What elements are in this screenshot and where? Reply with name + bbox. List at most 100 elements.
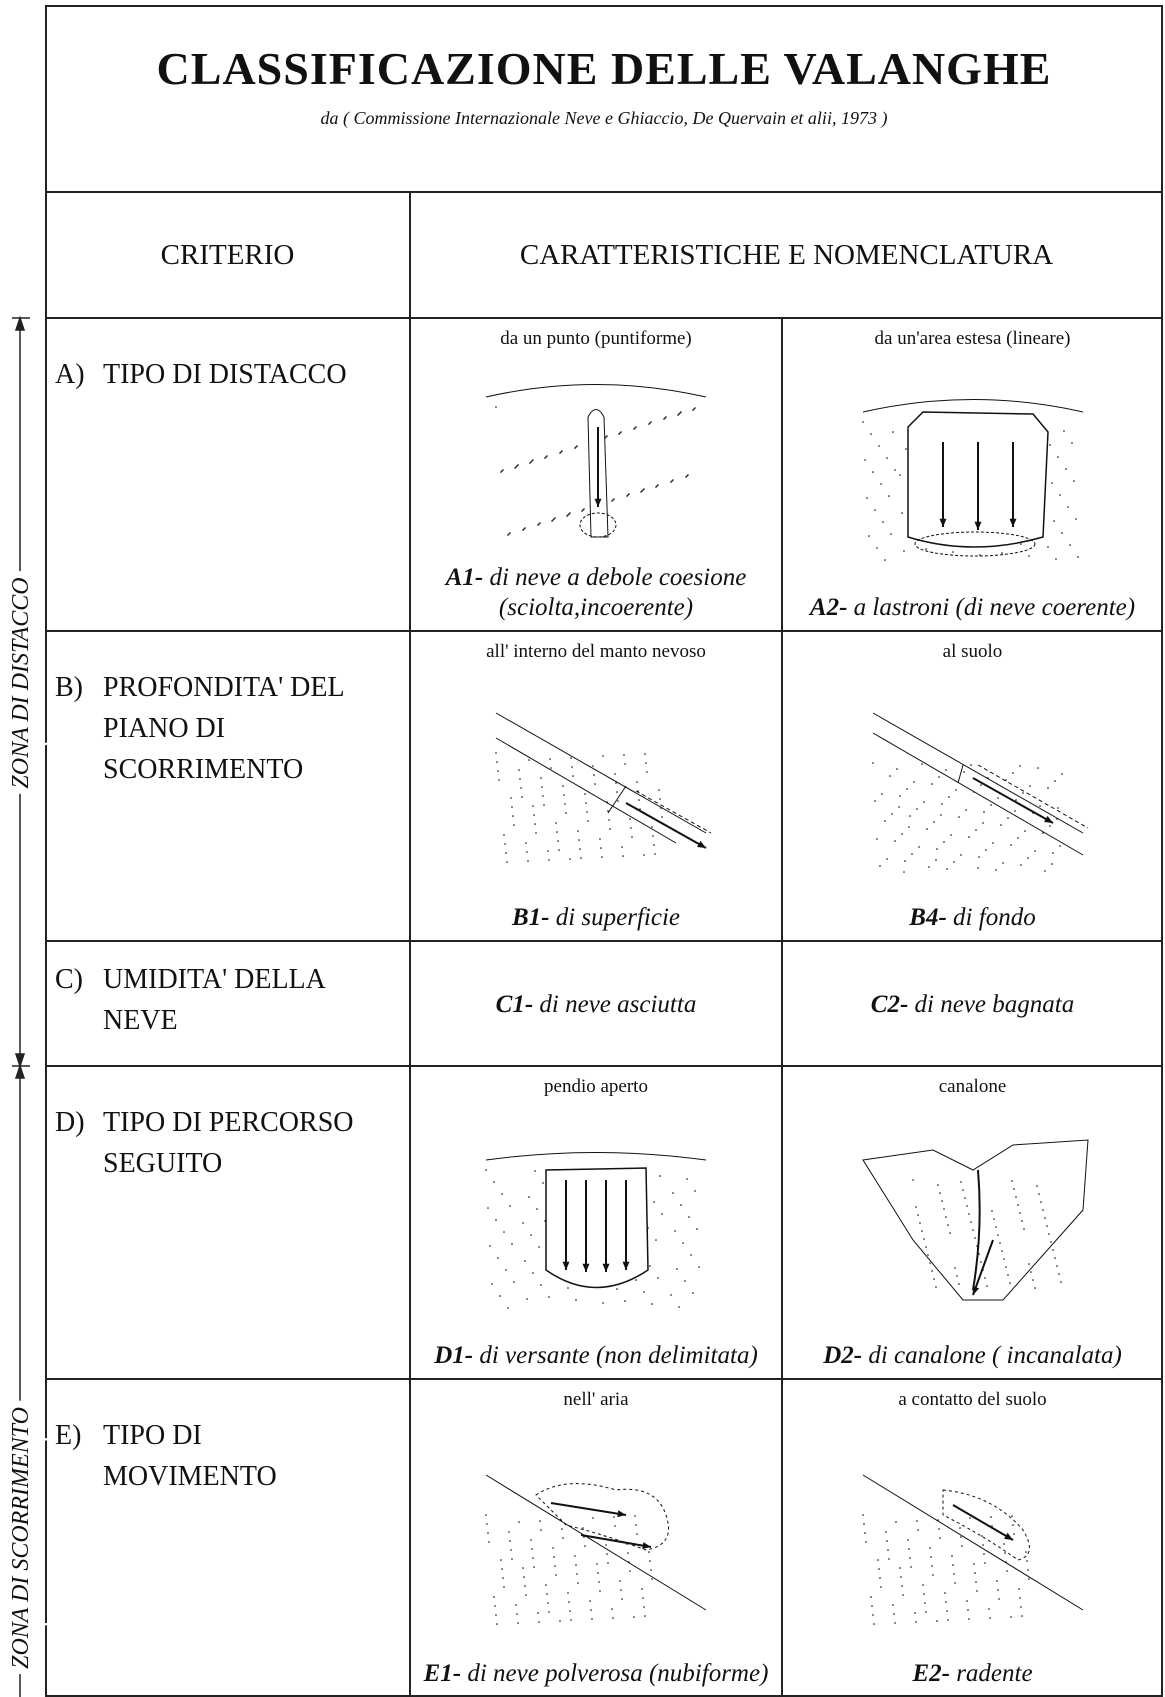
option-code: B1- [511,904,550,931]
criterion-letter [55,1456,103,1497]
table-frame [45,5,1163,1697]
illustration [485,1151,707,1309]
option-cell: C2- di neve bagnata [782,941,1163,1066]
option-text: di neve bagnata [914,990,1075,1018]
illustration [861,1138,1089,1300]
criterion-letter [55,708,103,749]
option-code: E2- [912,1660,950,1687]
option-name: C2- di neve bagnata [871,990,1074,1020]
illustration [861,398,1083,561]
option-code: D2- [823,1342,863,1369]
title: CLASSIFICAZIONE DELLE VALANGHE [156,43,1052,94]
criterion-letter [55,1143,103,1184]
zone-label: ZONA DI DISTACCO [8,577,34,788]
option-caption: canalone [938,1076,1007,1097]
criterion-line: PIANO DI [55,708,405,749]
option-code: C2- [870,990,909,1018]
criterion-line: MOVIMENTO [55,1456,405,1497]
criterion-text: PROFONDITA' DEL [103,672,345,703]
criterion: C) UMIDITA' DELLA NEVE [55,959,405,1041]
option-name: D2- di canalone ( incanalata) [823,1341,1122,1371]
option-cell: da un'area estesa (lineare) A2- a lastron… [782,318,1163,631]
criterion-text: TIPO DI PERCORSO [103,1107,354,1138]
option-caption: nell' aria [563,1389,629,1410]
option-code: D1- [434,1342,474,1369]
criterion-text: TIPO DI DISTACCO [103,359,347,390]
option-text: di neve asciutta [539,990,697,1018]
criterion-line: C) UMIDITA' DELLA [55,959,405,1000]
option-caption: da un punto (puntiforme) [500,328,692,349]
option-caption: al suolo [942,641,1003,662]
option-cell: all' interno del manto nevoso B1- di supe… [410,631,782,941]
option-caption: pendio aperto [544,1076,648,1097]
option-cell: a contatto del suolo E2- radente [782,1379,1163,1697]
option-name: B4- di fondo [909,903,1035,933]
option-name: C1- di neve asciutta [496,990,697,1020]
criterion-text: SEGUITO [103,1148,223,1179]
criterion: B) PROFONDITA' DEL PIANO DI SCORRIMENTO [55,667,405,790]
option-caption: da un'area estesa (lineare) [874,328,1071,349]
option-cell: al suolo B4- di fondo [782,631,1163,941]
option-name: E2- radente [912,1659,1032,1689]
illustration [871,712,1088,873]
criterion-line: B) PROFONDITA' DEL [55,667,405,708]
option-cell: pendio aperto D1- di versante (non delimi… [410,1066,782,1379]
criterion-line: SEGUITO [55,1143,405,1184]
option-cell: nell' aria E1- di neve polverosa (nubifor… [410,1379,782,1697]
option-name: E1- di neve polverosa (nubiforme) [424,1659,769,1689]
criterion-letter: C) [55,964,83,995]
criterion-text: MOVIMENTO [103,1461,277,1492]
option-code: B4- [909,904,947,931]
criterion-letter [55,749,103,790]
illustration [861,1474,1083,1625]
criterion-line: SCORRIMENTO [55,749,405,790]
criterion-line: NEVE [55,1000,405,1041]
illustration [495,712,712,863]
option-name: A1- di neve a debole coesione (sciolta,i… [416,563,776,623]
option-text: di neve a debole coesione (sciolta,incoe… [489,564,747,621]
criterion-letter: D) [55,1107,85,1138]
option-text: a lastroni (di neve coerente) [853,594,1136,621]
criterion-letter: E) [55,1420,82,1451]
option-text: di versante (non delimitata) [479,1342,758,1369]
criterion-letter: B) [55,672,83,703]
option-text: di canalone ( incanalata) [868,1342,1122,1369]
criterion: A) TIPO DI DISTACCO [55,354,405,395]
criterion-text: TIPO DI [103,1420,202,1451]
zone-label: ZONA DI SCORRIMENTO [8,1407,34,1669]
subtitle: da ( Commissione Internazionale Neve e G… [320,108,888,128]
option-code: E1- [423,1660,462,1687]
criterion: E) TIPO DI MOVIMENTO [55,1415,405,1497]
option-text: di superficie [555,904,681,931]
option-code: C1- [495,990,534,1018]
criterion-text: PIANO DI [103,713,226,744]
option-cell: da un punto (puntiforme) A1- di neve a de… [410,318,782,631]
option-name: B1- di superficie [512,903,680,933]
column-header: CARATTERISTICHE E NOMENCLATURA [519,238,1054,271]
option-text: di neve polverosa (nubiforme) [467,1660,769,1687]
criterion-line: E) TIPO DI [55,1415,405,1456]
criterion-letter [55,1000,103,1041]
criterion-text: SCORRIMENTO [103,754,304,785]
option-cell: C1- di neve asciutta [410,941,782,1066]
criterion-line: A) TIPO DI DISTACCO [55,354,405,395]
option-caption: a contatto del suolo [898,1389,1047,1410]
criterion: D) TIPO DI PERCORSO SEGUITO [55,1102,405,1184]
option-text: di fondo [953,904,1036,931]
criterion-text: NEVE [103,1005,178,1036]
option-text: radente [956,1660,1033,1687]
option-name: D1- di versante (non delimitata) [434,1341,758,1371]
option-code: A2- [809,594,848,621]
criterion-letter: A) [55,359,85,390]
option-cell: canalone D2- di canalone ( incanalata) [782,1066,1163,1379]
option-caption: all' interno del manto nevoso [486,641,706,662]
column-header: CRITERIO [160,238,295,271]
option-name: A2- a lastroni (di neve coerente) [810,593,1135,623]
criterion-line: D) TIPO DI PERCORSO [55,1102,405,1143]
illustration [485,1474,707,1625]
criterion-text: UMIDITA' DELLA [103,964,326,995]
illustration [485,383,707,537]
option-code: A1- [445,564,484,591]
